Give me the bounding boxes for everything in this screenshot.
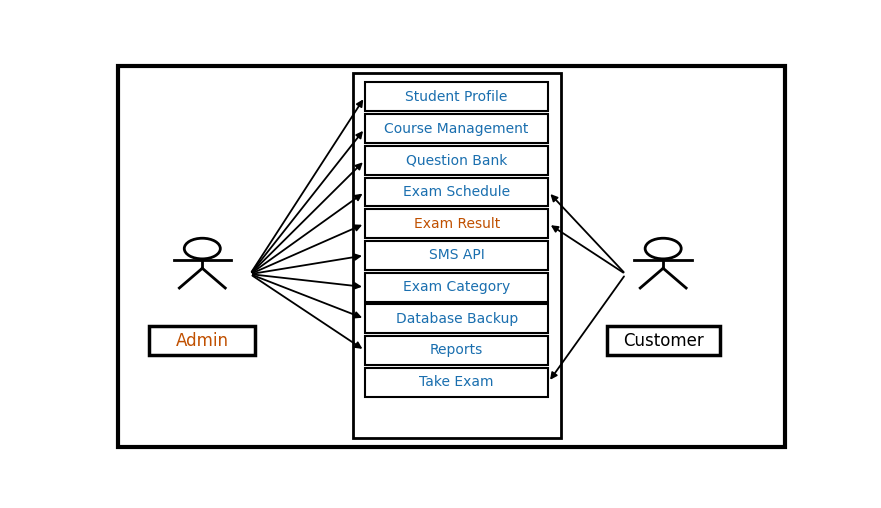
Text: Exam Category: Exam Category <box>403 280 510 294</box>
Text: Question Bank: Question Bank <box>406 153 507 167</box>
Text: Exam Result: Exam Result <box>413 217 500 231</box>
Text: Student Profile: Student Profile <box>405 90 507 104</box>
Bar <box>365 368 549 397</box>
Text: Admin: Admin <box>176 332 229 350</box>
Text: Course Management: Course Management <box>384 121 529 136</box>
Bar <box>352 73 560 438</box>
Bar <box>365 241 549 270</box>
Bar <box>365 209 549 238</box>
Bar <box>365 177 549 206</box>
Bar <box>365 304 549 333</box>
Bar <box>365 146 549 175</box>
Bar <box>150 326 255 355</box>
Text: Exam Schedule: Exam Schedule <box>403 185 510 199</box>
Text: Customer: Customer <box>623 332 704 350</box>
Text: Reports: Reports <box>430 343 484 358</box>
Bar <box>365 82 549 111</box>
Bar <box>365 114 549 143</box>
Text: Take Exam: Take Exam <box>419 375 494 389</box>
Text: Database Backup: Database Backup <box>396 312 518 326</box>
Bar <box>365 273 549 302</box>
Bar <box>365 336 549 365</box>
Text: SMS API: SMS API <box>429 248 485 262</box>
Bar <box>607 326 720 355</box>
